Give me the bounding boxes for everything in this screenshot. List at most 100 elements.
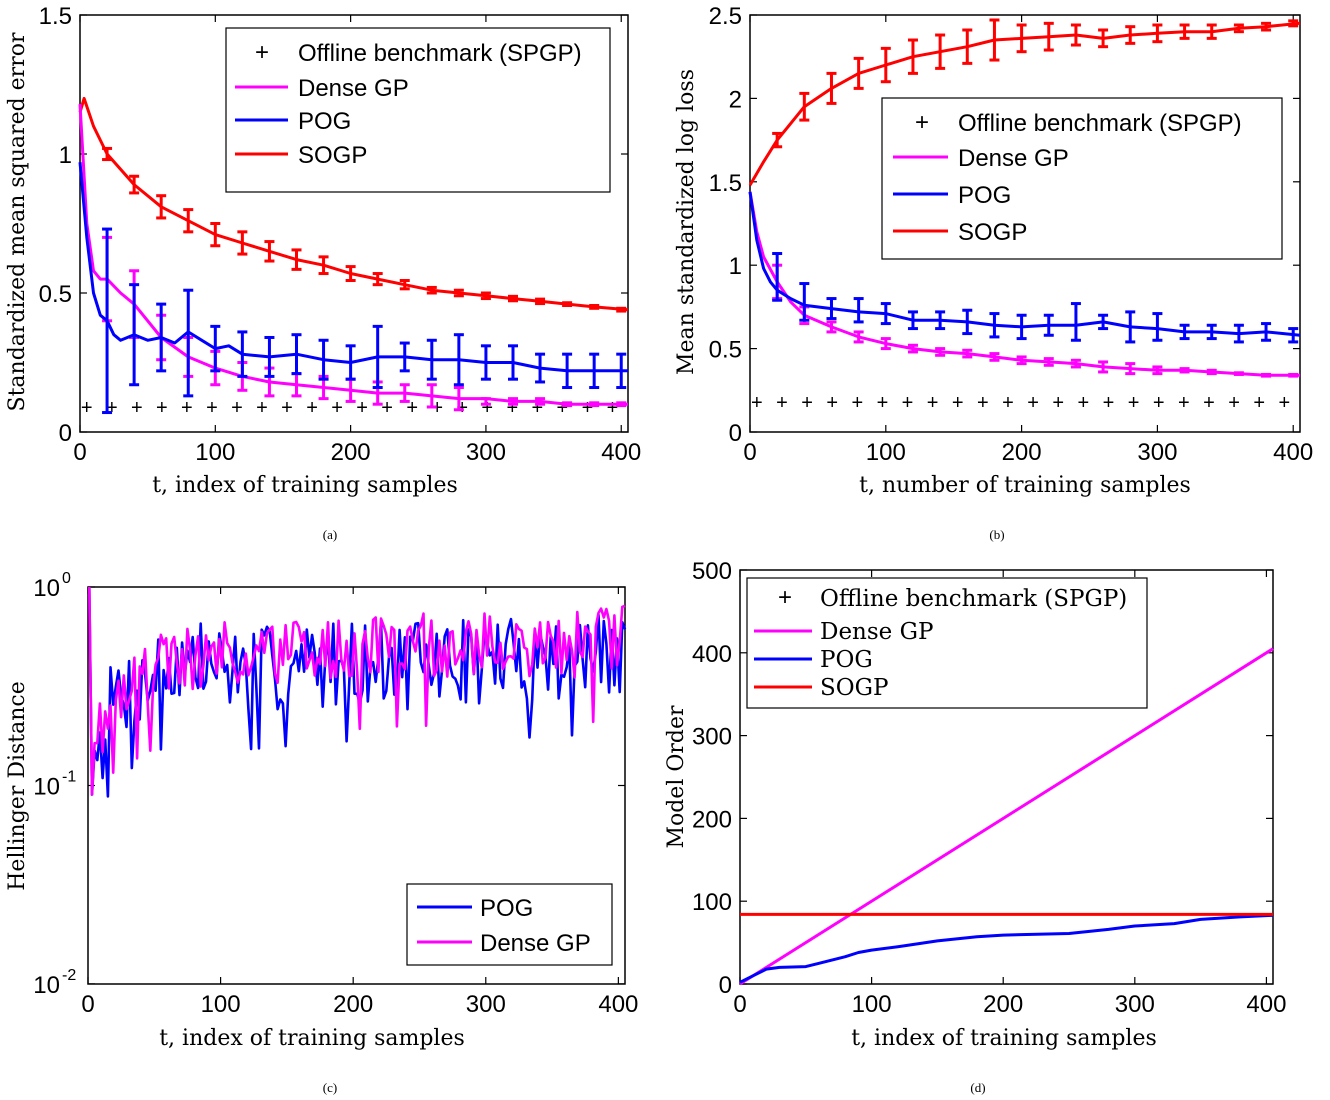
panel-d-ytick-label: 100: [692, 889, 732, 916]
panel-c-xtick-label: 400: [598, 991, 638, 1018]
panel-a-ytick-label: 0: [59, 420, 72, 447]
panel-c-caption: (c): [323, 1080, 337, 1095]
panel-a-benchmark-marker: +: [156, 397, 168, 419]
panel-d-ytick-label: 400: [692, 641, 732, 668]
panel-a-benchmark-marker: +: [206, 397, 218, 419]
panel-a-benchmark-marker: +: [607, 397, 619, 419]
panel-a-xtick-label: 300: [466, 439, 506, 466]
panel-a-benchmark-marker: +: [181, 397, 193, 419]
panel-d-ticks: 0 100 200 300 400 0 100 200 300 400 500: [692, 558, 1286, 1018]
panel-a-benchmark-marker: +: [456, 397, 468, 419]
panel-a-series: [78, 96, 629, 415]
panel-d-ytick-label: 500: [692, 558, 732, 585]
panel-b-xtick-label: 200: [1002, 439, 1042, 466]
panel-d-legend-box: [746, 577, 1148, 709]
panel-c-xtick-label: 0: [81, 991, 94, 1018]
panel-c-xtick-label: 200: [333, 991, 373, 1018]
panel-b-legend: + Offline benchmark (SPGP) Dense GP POG …: [881, 97, 1283, 260]
panel-a-ytick-label: 0.5: [39, 281, 72, 308]
panel-a-caption: (a): [323, 527, 337, 542]
panel-b-benchmark-markers: + + + + + + + + + + + + + + + + + + + + + +: [751, 392, 1290, 414]
panel-b-benchmark-marker: +: [826, 392, 838, 414]
panel-a-legend-pog-label: POG: [298, 108, 351, 135]
panel-b-ytick-label: 1.5: [709, 170, 742, 197]
panel-a-ticks: 0 100 200 300 400 0 0.5 1 1.5: [39, 3, 642, 466]
panel-d-frame: [739, 569, 1274, 985]
panel-b-benchmark-marker: +: [851, 392, 863, 414]
panel-a-ytick-label: 1.5: [39, 3, 72, 30]
panel-b-legend-benchmark-label: Offline benchmark (SPGP): [958, 110, 1242, 137]
panel-d-ytick-label: 0: [719, 972, 732, 999]
panel-b-legend-benchmark-marker: +: [915, 109, 929, 136]
panel-d-ytick-label: 300: [692, 724, 732, 751]
panel-c-xlabel: t, index of training samples: [159, 1026, 465, 1051]
panel-b-benchmark-marker: +: [952, 392, 964, 414]
panel-a-benchmark-marker: +: [431, 397, 443, 419]
panel-d-legend-benchmark-label: Offline benchmark (SPGP): [820, 586, 1127, 612]
panel-b-legend-pog-label: POG: [958, 182, 1011, 209]
panel-b-ytick-label: 2.5: [709, 3, 742, 30]
panel-a-benchmark-marker: +: [557, 397, 569, 419]
panel-d-xlabel: t, index of training samples: [851, 1026, 1157, 1051]
panel-b-legend-sogp-label: SOGP: [958, 219, 1027, 246]
panel-a-xtick-label: 100: [195, 439, 235, 466]
panel-a-benchmark-marker: +: [281, 397, 293, 419]
panel-c-xtick-label: 100: [201, 991, 241, 1018]
panel-a-legend-sogp-label: SOGP: [298, 142, 367, 169]
panel-a-xtick-label: 0: [73, 439, 86, 466]
panel-d-series: [739, 647, 1274, 986]
panel-b-benchmark-marker: +: [1052, 392, 1064, 414]
panel-a-ylabel: Standardized mean squared error: [5, 32, 30, 411]
panel-a-benchmark-marker: +: [481, 397, 493, 419]
panel-c-ytick-exponent: 0: [62, 570, 71, 587]
panel-d-xtick-label: 300: [1115, 991, 1155, 1018]
panel-b-benchmark-marker: +: [1103, 392, 1115, 414]
panel-a-benchmark-marker: +: [531, 397, 543, 419]
panel-b-benchmark-marker: +: [1027, 392, 1039, 414]
panel-b-benchmark-marker: +: [1078, 392, 1090, 414]
panel-a-legend-dense-label: Dense GP: [298, 75, 409, 102]
panel-a-benchmark-marker: +: [506, 397, 518, 419]
panel-a-xtick-label: 400: [601, 439, 641, 466]
panel-d-ytick-label: 200: [692, 806, 732, 833]
panel-c-dense-gp-line: [88, 586, 626, 796]
panel-b-ytick-label: 1: [729, 253, 742, 280]
panel-d-xtick-label: 0: [733, 991, 746, 1018]
panel-c-legend-dense-label: Dense GP: [480, 930, 591, 957]
panel-a-benchmark-markers: + + + + + + + + + + + + + + + + + + + + + +: [81, 397, 618, 419]
panel-a-benchmark-marker: +: [356, 397, 368, 419]
panel-b-benchmark-marker: +: [1002, 392, 1014, 414]
panel-b-xtick-label: 100: [866, 439, 906, 466]
panel-c-ytick-exponent: -1: [62, 769, 76, 786]
panel-a-xlabel: t, index of training samples: [152, 473, 458, 498]
panel-d-legend: + Offline benchmark (SPGP) Dense GP POG …: [746, 577, 1148, 709]
panel-b-benchmark-marker: +: [927, 392, 939, 414]
panel-a-ytick-label: 1: [59, 142, 72, 169]
panel-b-xlabel: t, number of training samples: [859, 473, 1191, 498]
panel-d-xtick-label: 100: [852, 991, 892, 1018]
panel-c-legend-pog-label: POG: [480, 895, 533, 922]
panel-b-benchmark-marker: +: [1253, 392, 1265, 414]
panel-a-benchmark-marker: +: [406, 397, 418, 419]
panel-d-legend-sogp-label: SOGP: [820, 675, 888, 701]
panel-a-benchmark-marker: +: [331, 397, 343, 419]
panel-b-benchmark-marker: +: [1228, 392, 1240, 414]
panel-b-benchmark-marker: +: [977, 392, 989, 414]
panel-b-benchmark-marker: +: [902, 392, 914, 414]
panel-b-benchmark-marker: +: [1178, 392, 1190, 414]
panel-d-legend-dense-label: Dense GP: [820, 619, 933, 645]
panel-b-sogp-line: [748, 21, 1301, 186]
panel-d-legend-benchmark-marker: +: [778, 584, 792, 611]
panel-d-legend-pog-label: POG: [820, 647, 873, 673]
panel-b-frame: [749, 14, 1301, 433]
panel-b-xtick-label: 400: [1273, 439, 1313, 466]
panel-b-benchmark-marker: +: [776, 392, 788, 414]
panel-a-benchmark-marker: +: [582, 397, 594, 419]
panel-d-pog-line: [739, 913, 1274, 984]
panel-c-ytick-label: 10: [33, 972, 60, 999]
panel-a-legend: + Offline benchmark (SPGP) Dense GP POG …: [225, 27, 611, 193]
panel-b-ylabel: Mean standardized log loss: [674, 69, 699, 375]
panel-a-legend-benchmark-marker: +: [255, 39, 269, 66]
panel-b-legend-dense-label: Dense GP: [958, 145, 1069, 172]
